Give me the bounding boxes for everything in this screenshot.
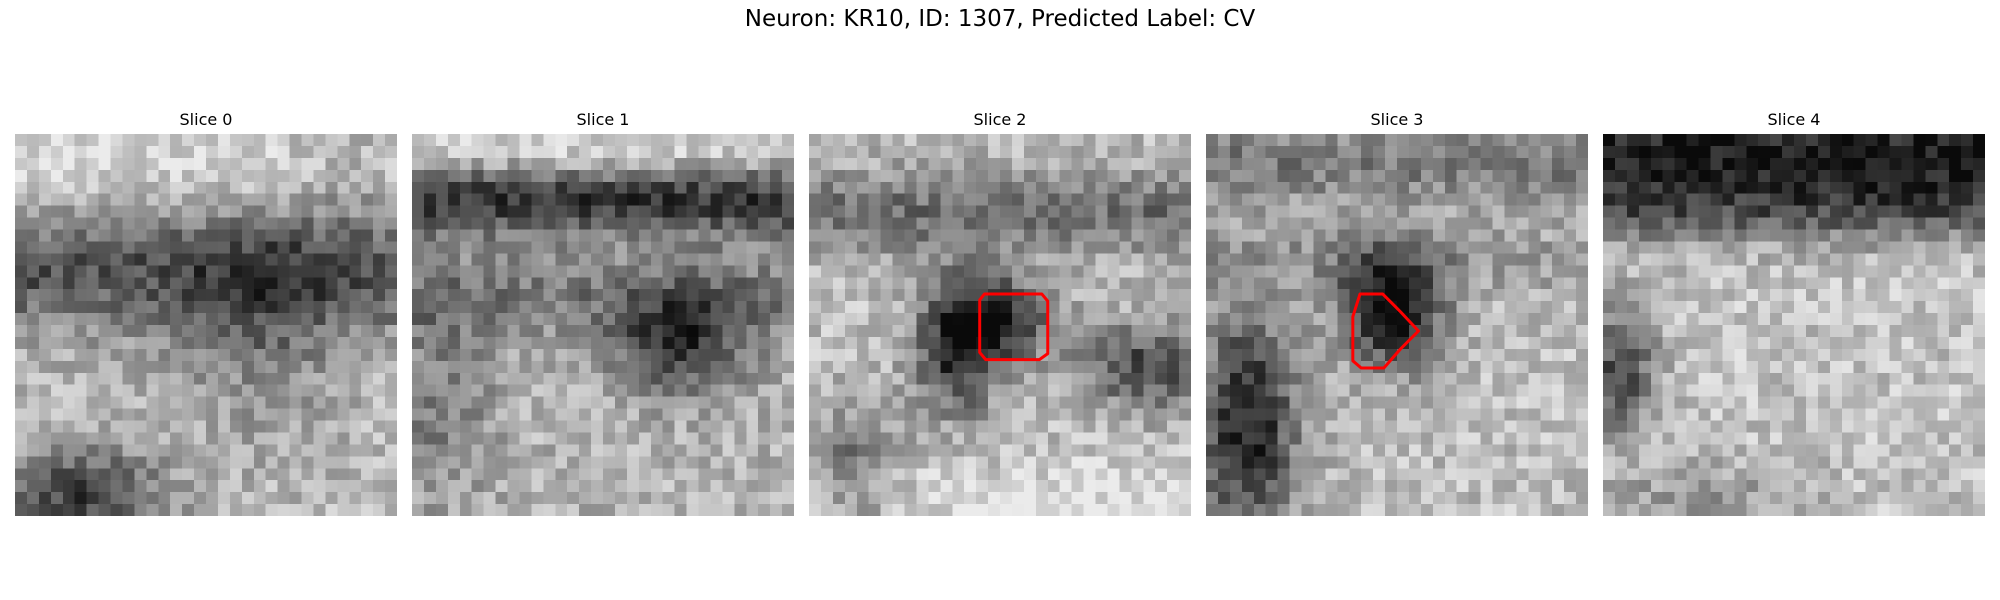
slice-image-4	[1603, 134, 1985, 516]
roi-outline	[978, 292, 1050, 362]
slice-panel-4: Slice 4	[1603, 108, 1985, 516]
slice-image-1	[412, 134, 794, 516]
slice-panel-0: Slice 0	[15, 108, 397, 516]
slice-title: Slice 4	[1767, 110, 1821, 129]
roi-outline	[1351, 292, 1420, 370]
slice-title: Slice 2	[973, 110, 1027, 129]
slice-image-2	[809, 134, 1191, 516]
slice-panel-1: Slice 1	[412, 108, 794, 516]
slice-title: Slice 3	[1370, 110, 1424, 129]
slice-image-3	[1206, 134, 1588, 516]
slice-title: Slice 0	[179, 110, 233, 129]
slice-image-0	[15, 134, 397, 516]
figure-title: Neuron: KR10, ID: 1307, Predicted Label:…	[744, 6, 1256, 32]
slice-title: Slice 1	[576, 110, 630, 129]
slice-panel-2: Slice 2	[809, 108, 1191, 516]
slice-panel-3: Slice 3	[1206, 108, 1588, 516]
